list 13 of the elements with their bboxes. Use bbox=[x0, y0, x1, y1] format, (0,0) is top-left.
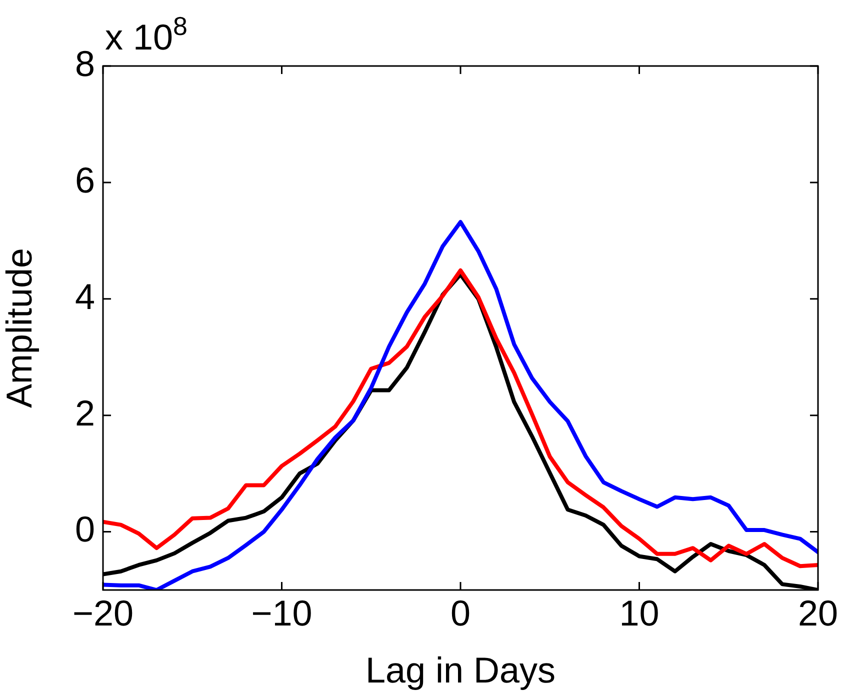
y-tick-label: 0 bbox=[74, 508, 95, 550]
x-tick-label: 10 bbox=[619, 592, 660, 634]
y-tick-label: 8 bbox=[74, 42, 95, 84]
y-axis-title: Amplitude bbox=[0, 248, 40, 408]
x-tick-label: −20 bbox=[72, 592, 134, 634]
text: x 10$^{8}$ bbox=[105, 10, 188, 58]
y-tick-label: 2 bbox=[74, 392, 95, 434]
x-tick-label: 0 bbox=[450, 592, 471, 634]
y-tick-label: 6 bbox=[74, 159, 95, 200]
x-axis-title: Lag in Days bbox=[365, 649, 556, 690]
x-tick-label: −10 bbox=[251, 592, 312, 634]
y-tick-label: 4 bbox=[74, 276, 95, 317]
x-tick-label: 20 bbox=[798, 592, 838, 634]
